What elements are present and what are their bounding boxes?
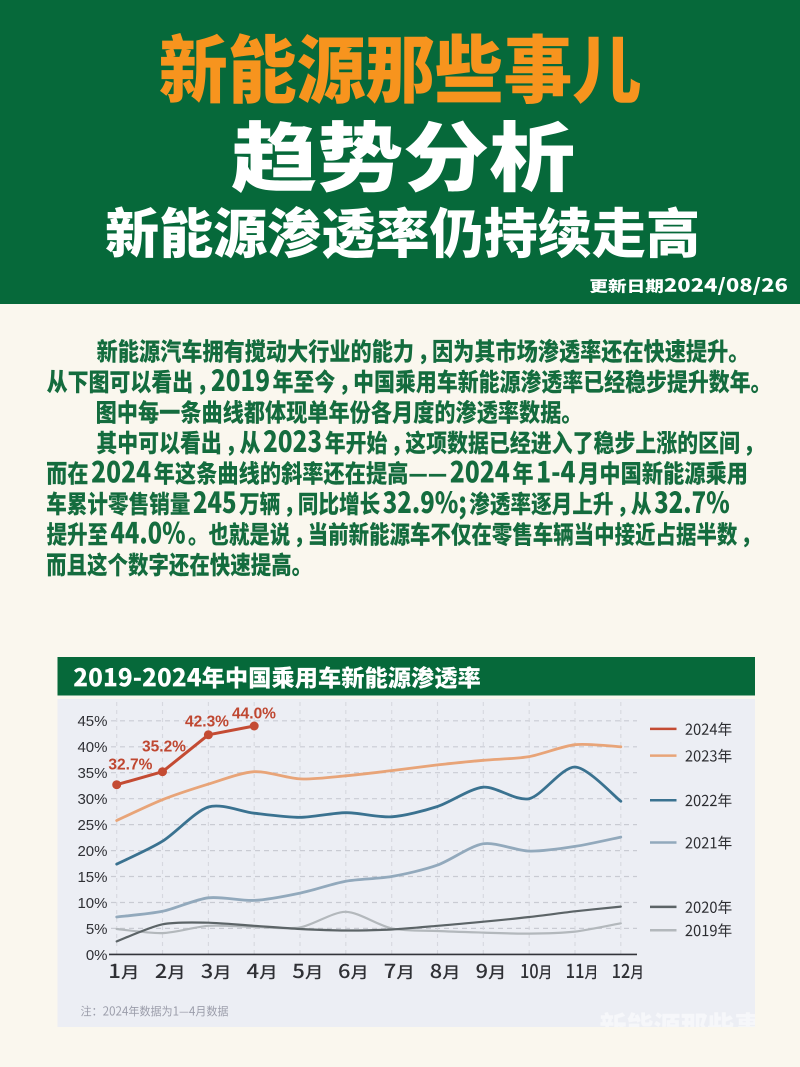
svg-text:30%: 30%: [77, 791, 107, 808]
svg-text:0%: 0%: [86, 947, 108, 964]
svg-text:20%: 20%: [77, 843, 107, 860]
svg-text:5%: 5%: [86, 921, 108, 938]
svg-text:42.3%: 42.3%: [185, 714, 229, 731]
svg-text:25%: 25%: [77, 817, 107, 834]
svg-text:44.0%: 44.0%: [232, 706, 276, 723]
svg-text:40%: 40%: [77, 739, 107, 756]
svg-text:32.7%: 32.7%: [108, 756, 152, 773]
svg-text:45%: 45%: [77, 713, 107, 730]
svg-text:35.2%: 35.2%: [142, 739, 186, 756]
svg-text:10%: 10%: [77, 895, 107, 912]
svg-text:15%: 15%: [77, 869, 107, 886]
svg-text:35%: 35%: [77, 765, 107, 782]
